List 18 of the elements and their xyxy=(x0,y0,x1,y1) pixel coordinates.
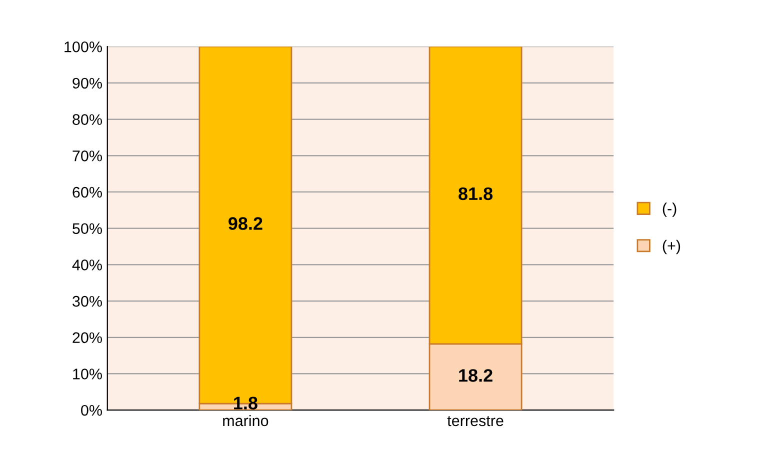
y-tick-label: 0% xyxy=(81,404,102,416)
x-tick-label: marino xyxy=(223,414,268,426)
y-tick-label: 70% xyxy=(72,150,102,162)
y-tick-label: 20% xyxy=(72,332,102,344)
y-tick-label: 100% xyxy=(64,41,102,52)
y-tick-label: 80% xyxy=(72,114,102,125)
data-label: 18.2 xyxy=(459,369,492,382)
legend-label: (+) xyxy=(662,240,680,254)
data-label: 98.2 xyxy=(228,217,262,230)
y-tick-label: 10% xyxy=(73,368,102,380)
y-tick-label: 30% xyxy=(72,296,102,307)
y-tick-label: 90% xyxy=(72,78,102,89)
y-tick-label: 40% xyxy=(72,260,102,270)
data-label: 81.8 xyxy=(458,187,493,200)
y-tick-label: 60% xyxy=(72,186,102,198)
legend-label: (-) xyxy=(662,202,676,217)
y-tick-label: 50% xyxy=(72,223,102,234)
x-tick-label: terrestre xyxy=(447,416,504,426)
